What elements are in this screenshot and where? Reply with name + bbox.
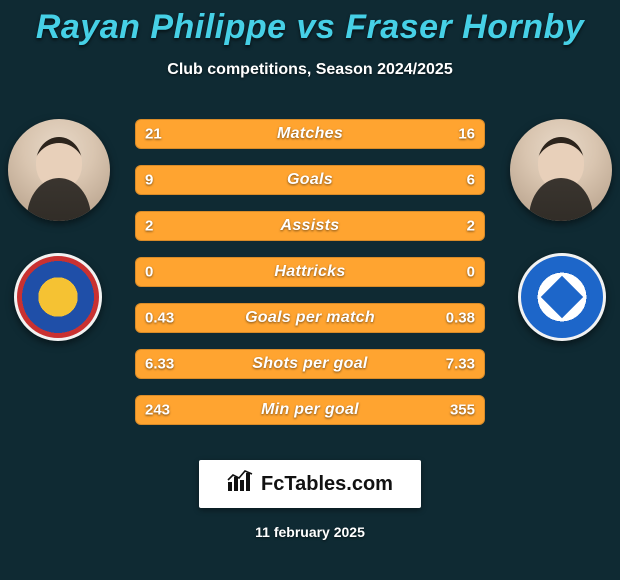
club-left-crest <box>14 253 102 341</box>
stats-area: 21 Matches 16 9 Goals 6 2 Assists 2 0 Hattricks 0 0.… <box>0 119 620 439</box>
club-right-crest <box>518 253 606 341</box>
stat-row: 243 Min per goal 355 <box>135 395 485 425</box>
stat-value-right: 355 <box>450 402 475 419</box>
stat-value-left: 6.33 <box>145 356 174 373</box>
stat-label: Goals per match <box>245 309 375 327</box>
stat-row: 0 Hattricks 0 <box>135 257 485 287</box>
player-right-photo <box>510 119 612 221</box>
stat-value-right: 7.33 <box>446 356 475 373</box>
stat-value-right: 0 <box>467 264 475 281</box>
stat-value-right: 2 <box>467 218 475 235</box>
footer: FcTables.com 11 february 2025 <box>0 460 620 540</box>
stat-row: 6.33 Shots per goal 7.33 <box>135 349 485 379</box>
stat-label: Matches <box>277 125 343 143</box>
stat-value-left: 2 <box>145 218 153 235</box>
player-left-photo <box>8 119 110 221</box>
stat-label: Goals <box>287 171 333 189</box>
comparison-card: Rayan Philippe vs Fraser Hornby Club com… <box>0 0 620 580</box>
brand-text: FcTables.com <box>261 473 393 496</box>
stat-value-left: 21 <box>145 126 162 143</box>
stat-label: Shots per goal <box>252 355 367 373</box>
stat-value-right: 0.38 <box>446 310 475 327</box>
footer-date: 11 february 2025 <box>0 524 620 540</box>
brand-badge: FcTables.com <box>199 460 421 508</box>
stat-value-left: 0.43 <box>145 310 174 327</box>
chart-icon <box>227 470 253 498</box>
page-title: Rayan Philippe vs Fraser Hornby <box>0 0 620 47</box>
stat-row: 9 Goals 6 <box>135 165 485 195</box>
stat-label: Min per goal <box>261 401 359 419</box>
stat-row: 0.43 Goals per match 0.38 <box>135 303 485 333</box>
stat-value-right: 16 <box>458 126 475 143</box>
subtitle: Club competitions, Season 2024/2025 <box>0 61 620 79</box>
stat-rows: 21 Matches 16 9 Goals 6 2 Assists 2 0 Hattricks 0 0.… <box>135 119 485 441</box>
stat-value-left: 0 <box>145 264 153 281</box>
stat-row: 2 Assists 2 <box>135 211 485 241</box>
stat-label: Assists <box>280 217 339 235</box>
stat-row: 21 Matches 16 <box>135 119 485 149</box>
stat-value-left: 243 <box>145 402 170 419</box>
stat-value-left: 9 <box>145 172 153 189</box>
stat-label: Hattricks <box>274 263 345 281</box>
stat-value-right: 6 <box>467 172 475 189</box>
